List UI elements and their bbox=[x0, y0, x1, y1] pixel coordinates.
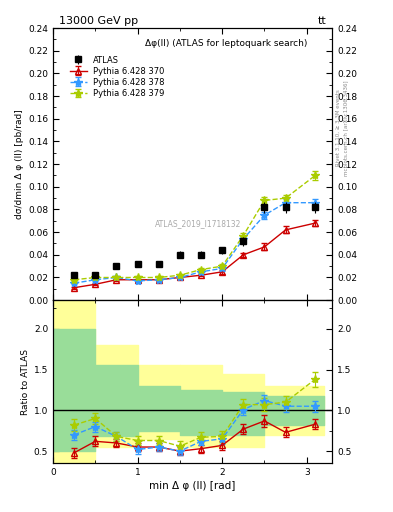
Y-axis label: Ratio to ATLAS: Ratio to ATLAS bbox=[21, 349, 29, 415]
Text: mcplots.cern.ch [arXiv:1306.3436]: mcplots.cern.ch [arXiv:1306.3436] bbox=[344, 80, 349, 176]
Legend: ATLAS, Pythia 6.428 370, Pythia 6.428 378, Pythia 6.428 379: ATLAS, Pythia 6.428 370, Pythia 6.428 37… bbox=[68, 54, 167, 100]
Text: ATLAS_2019_I1718132: ATLAS_2019_I1718132 bbox=[155, 220, 241, 228]
Text: tt: tt bbox=[318, 16, 327, 26]
Text: Rivet 3.1.10, ≥ 3.3M events: Rivet 3.1.10, ≥ 3.3M events bbox=[336, 90, 341, 166]
Text: 13000 GeV pp: 13000 GeV pp bbox=[59, 16, 138, 26]
X-axis label: min Δ φ (ll) [rad]: min Δ φ (ll) [rad] bbox=[149, 481, 236, 492]
Y-axis label: dσ/dmin Δ φ (ll) [pb/rad]: dσ/dmin Δ φ (ll) [pb/rad] bbox=[15, 109, 24, 219]
Text: Δφ(ll) (ATLAS for leptoquark search): Δφ(ll) (ATLAS for leptoquark search) bbox=[145, 39, 307, 48]
